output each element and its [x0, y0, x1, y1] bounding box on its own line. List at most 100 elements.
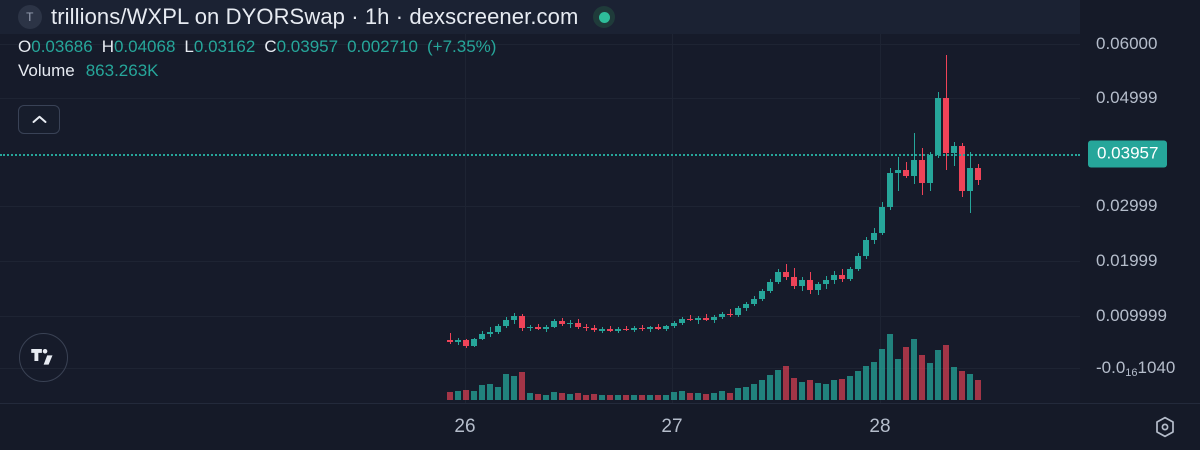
candle-body [639, 327, 645, 330]
volume-bar [959, 370, 965, 400]
candle-body [879, 207, 885, 234]
volume-bar [887, 334, 893, 400]
volume-bar [495, 386, 501, 400]
volume-bar [471, 390, 477, 400]
candle-body [607, 329, 613, 331]
volume-bar [855, 370, 861, 400]
collapse-legend-button[interactable] [18, 105, 60, 134]
volume-bar [695, 393, 701, 400]
candle-body [727, 313, 733, 316]
gridline-horizontal [0, 98, 1080, 99]
candlestick-series [447, 54, 981, 400]
volume-bar [687, 392, 693, 400]
price-axis[interactable]: 0.06000 0.04999 0.02999 0.01999 0.009999 -0.0… [1080, 0, 1200, 404]
price-axis-tick: 0.04999 [1096, 88, 1158, 107]
volume-bar [599, 394, 605, 400]
volume-bar [639, 395, 645, 400]
chart-plot-area[interactable] [0, 0, 1080, 404]
candle-body [751, 298, 757, 305]
candle-wick [954, 141, 955, 166]
candle-body [911, 160, 917, 176]
volume-bar [719, 391, 725, 400]
candle-body [735, 308, 741, 316]
candle-wick [450, 333, 451, 345]
volume-bar [487, 384, 493, 400]
volume-bar [759, 380, 765, 400]
volume-bar [815, 382, 821, 400]
volume-bar [511, 376, 517, 400]
candle-body [919, 160, 925, 184]
gridline-horizontal [0, 368, 1080, 369]
volume-bar [679, 390, 685, 400]
price-axis-tick-subscript: -0.0161040 [1096, 358, 1176, 379]
candle-wick [690, 314, 691, 322]
candle-body [663, 326, 669, 329]
candle-body [975, 168, 981, 180]
candle-body [791, 276, 797, 286]
settings-icon[interactable] [1152, 414, 1178, 440]
candle-body [647, 327, 653, 330]
volume-bar [967, 373, 973, 400]
volume-bar [951, 367, 957, 400]
volume-bar [895, 359, 901, 400]
candle-body [895, 170, 901, 174]
candle-body [503, 320, 509, 326]
time-axis[interactable]: 26 27 28 [0, 403, 1200, 450]
volume-bar [735, 388, 741, 400]
candle-body [511, 315, 517, 321]
candle-body [655, 327, 661, 329]
volume-bar [447, 392, 453, 400]
volume-bar [751, 384, 757, 400]
candle-wick [786, 263, 787, 281]
candle-wick [642, 324, 643, 331]
volume-bar [879, 348, 885, 400]
candle-body [463, 339, 469, 346]
volume-bar [615, 394, 621, 400]
volume-bar [543, 394, 549, 400]
volume-bar [703, 394, 709, 400]
candle-body [967, 168, 973, 191]
volume-bar [711, 393, 717, 400]
tradingview-logo [19, 333, 68, 382]
volume-bar [903, 347, 909, 400]
volume-bar [783, 365, 789, 400]
current-price-line [0, 154, 1080, 156]
gridline-vertical [880, 0, 881, 404]
candle-body [831, 274, 837, 281]
candle-body [719, 313, 725, 318]
candle-wick [658, 324, 659, 331]
candle-body [807, 280, 813, 290]
candle-body [631, 327, 637, 330]
candle-body [943, 98, 949, 153]
volume-bar [463, 390, 469, 400]
candle-wick [906, 161, 907, 178]
candle-body [871, 233, 877, 240]
candle-body [583, 326, 589, 329]
volume-bar [623, 395, 629, 400]
volume-bar [655, 395, 661, 400]
candle-body [887, 173, 893, 208]
gridline-vertical [465, 0, 466, 404]
volume-bar [927, 363, 933, 400]
candle-body [799, 280, 805, 286]
price-axis-tick: 0.009999 [1096, 306, 1167, 325]
volume-bar [479, 385, 485, 400]
candle-body [839, 274, 845, 279]
volume-bar [727, 392, 733, 400]
candle-wick [570, 320, 571, 328]
volume-bar [559, 392, 565, 400]
candle-body [815, 284, 821, 290]
volume-bar [823, 384, 829, 400]
volume-bar [663, 394, 669, 400]
volume-bar [671, 392, 677, 400]
volume-bar [807, 380, 813, 400]
volume-bar [503, 373, 509, 400]
volume-bar [591, 394, 597, 400]
price-axis-tick: 0.02999 [1096, 196, 1158, 215]
volume-bar [631, 394, 637, 400]
volume-bar [519, 372, 525, 400]
volume-bar [775, 369, 781, 400]
candle-body [559, 321, 565, 325]
candle-body [519, 315, 525, 328]
